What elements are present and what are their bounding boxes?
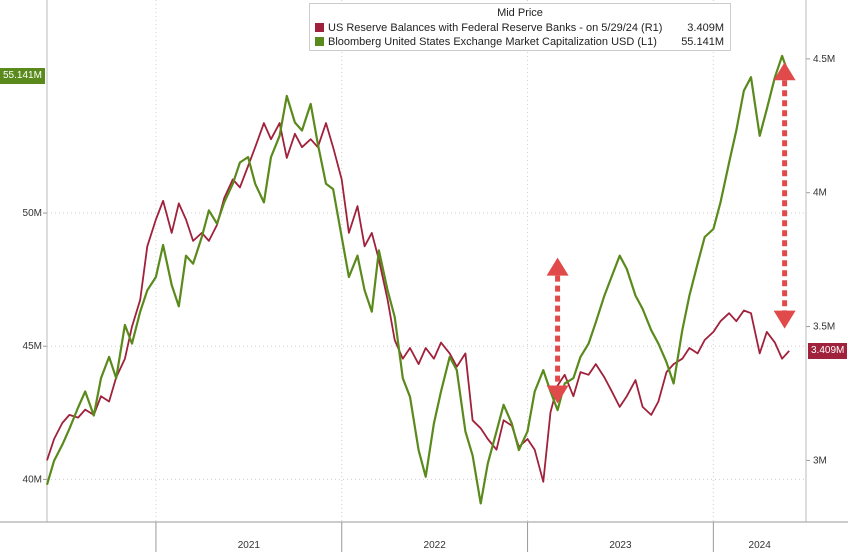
left-tick-label: 45M xyxy=(23,341,42,352)
arrow-head-down xyxy=(546,385,569,404)
legend: Mid Price US Reserve Balances with Feder… xyxy=(309,3,731,51)
x-tick-label: 2024 xyxy=(749,540,772,551)
legend-label-mktcap: Bloomberg United States Exchange Market … xyxy=(328,36,657,48)
x-tick-label: 2021 xyxy=(238,540,261,551)
double-arrow-annotation xyxy=(773,62,796,329)
legend-title: Mid Price xyxy=(497,7,543,19)
right-tick-label: 4M xyxy=(813,188,827,199)
arrow-head-up xyxy=(773,62,796,81)
last-value-tag-left: 55.141M xyxy=(0,68,45,85)
legend-swatch-reserves xyxy=(315,23,324,32)
legend-item-reserves: US Reserve Balances with Federal Reserve… xyxy=(315,21,662,35)
left-tick-label: 40M xyxy=(23,474,42,485)
left-tick-label: 50M xyxy=(23,208,42,219)
arrow-head-down xyxy=(773,310,796,329)
series-line-reserve-balances xyxy=(46,122,790,483)
legend-swatch-mktcap xyxy=(315,37,324,46)
legend-value-mktcap: 55.141M xyxy=(681,36,724,48)
series-line-market-cap xyxy=(45,54,791,505)
x-tick-label: 2022 xyxy=(424,540,447,551)
legend-value-reserves: 3.409M xyxy=(687,22,724,34)
right-tick-label: 4.5M xyxy=(813,54,835,65)
legend-item-mktcap: Bloomberg United States Exchange Market … xyxy=(315,35,657,49)
right-tick-label: 3M xyxy=(813,455,827,466)
double-arrow-annotation xyxy=(546,257,569,404)
x-tick-label: 2023 xyxy=(609,540,632,551)
annotation-layer xyxy=(546,62,796,404)
right-tick-label: 3.5M xyxy=(813,322,835,333)
last-value-tag-right: 3.409M xyxy=(808,342,848,359)
arrow-head-up xyxy=(546,257,569,276)
legend-label-reserves: US Reserve Balances with Federal Reserve… xyxy=(328,22,663,34)
series-layer xyxy=(45,54,791,505)
